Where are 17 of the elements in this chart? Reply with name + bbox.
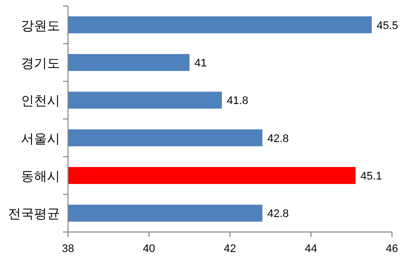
y-tick-label: 동해시 [21,168,60,184]
x-tick-label: 40 [142,243,156,255]
data-label: 41 [194,58,207,70]
x-tick-label: 46 [386,243,398,255]
y-tick-label: 강원도 [21,18,60,33]
data-label: 45.1 [360,170,382,182]
x-tick-label: 44 [304,243,318,255]
data-label: 45.5 [376,20,398,32]
data-label: 41.8 [226,95,248,108]
x-tick-label: 38 [62,243,74,255]
y-tick-label: 서울시 [21,130,60,146]
y-tick-label: 전국평균 [8,206,60,222]
x-tick-label: 42 [224,243,236,255]
y-tick-label: 경기도 [21,56,60,70]
y-tick-label: 인천시 [21,93,60,108]
data-label: 42.8 [267,208,289,220]
data-label: 42.8 [267,132,289,145]
